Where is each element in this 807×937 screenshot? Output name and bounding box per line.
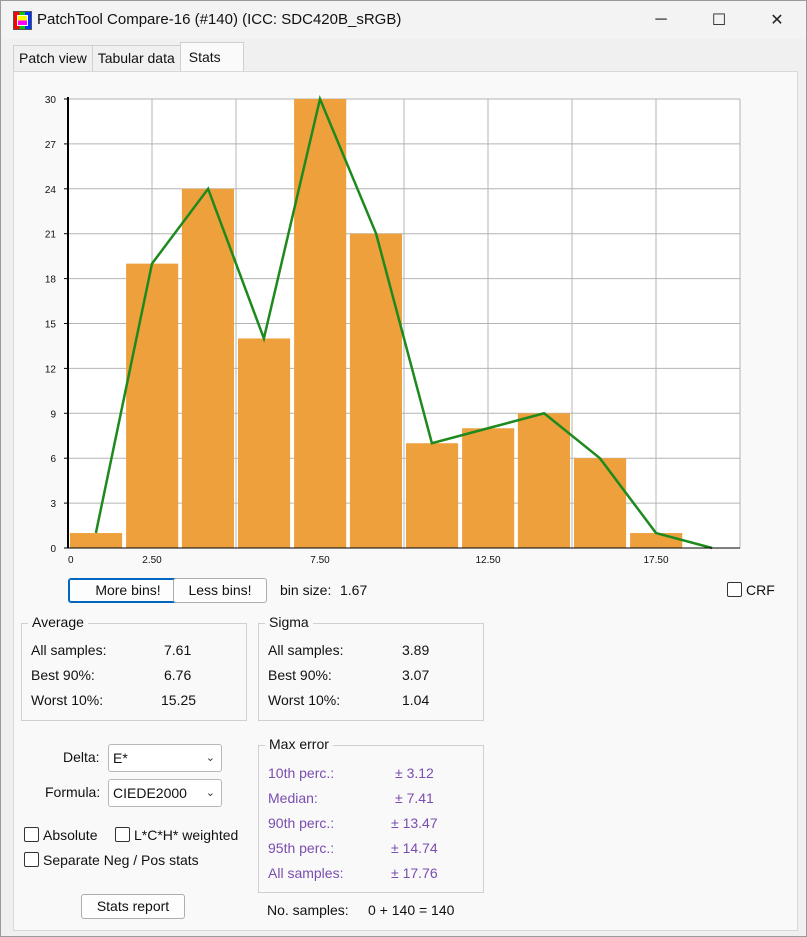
window-title: PatchTool Compare-16 (#140) (ICC: SDC420… (37, 11, 402, 28)
perc90-label: 90th perc.: (268, 815, 335, 831)
stats-report-button[interactable]: Stats report (81, 894, 185, 919)
bin-size-label: bin size: (280, 582, 332, 598)
maximize-button[interactable]: ☐ (711, 12, 727, 29)
average-group: Average All samples: 7.61 Best 90%: 6.76… (21, 614, 247, 721)
x-tick-label: 2.50 (142, 555, 162, 566)
chevron-down-icon: ⌄ (205, 752, 215, 764)
avg-all-label: All samples: (31, 642, 107, 658)
avg-worst-label: Worst 10%: (31, 692, 104, 708)
y-tick-label: 27 (45, 140, 57, 151)
y-tick-label: 21 (45, 230, 57, 241)
max-all-value: ± 17.76 (391, 865, 438, 881)
median-value: ± 7.41 (395, 790, 434, 806)
y-tick-label: 24 (45, 185, 57, 196)
average-title: Average (28, 614, 88, 630)
histogram-bar (462, 428, 515, 548)
sigma-all-label: All samples: (268, 642, 344, 658)
x-tick-label: 12.50 (475, 555, 500, 566)
x-tick-label: 7.50 (310, 555, 330, 566)
samples-label: No. samples: (267, 902, 349, 918)
absolute-checkbox[interactable] (24, 827, 39, 842)
delta-select-value: E* (113, 750, 128, 766)
median-label: Median: (268, 790, 318, 806)
separate-stats-checkbox[interactable] (24, 852, 39, 867)
max-all-label: All samples: (268, 865, 344, 881)
perc95-label: 95th perc.: (268, 840, 335, 856)
histogram-bar (238, 338, 291, 548)
y-tick-label: 3 (50, 499, 56, 510)
lch-weighted-checkbox[interactable] (115, 827, 130, 842)
max-error-title: Max error (265, 736, 333, 752)
histogram-bar (70, 533, 123, 548)
tab-stats[interactable]: Stats (179, 42, 244, 71)
x-tick-label: 0 (68, 555, 74, 566)
chevron-down-icon: ⌄ (205, 787, 215, 799)
perc90-value: ± 13.47 (391, 815, 438, 831)
histogram-bar (181, 188, 234, 549)
less-bins-button[interactable]: Less bins! (173, 578, 267, 603)
title-bar: PatchTool Compare-16 (#140) (ICC: SDC420… (1, 1, 806, 39)
close-button[interactable]: ✕ (770, 12, 784, 29)
avg-worst-value: 15.25 (161, 692, 197, 708)
tab-patch-view[interactable]: Patch view (13, 45, 93, 71)
formula-select[interactable]: CIEDE2000 ⌄ (108, 779, 222, 807)
app-logo-icon (13, 11, 32, 30)
perc95-value: ± 14.74 (391, 840, 438, 856)
histogram-bar (126, 263, 179, 548)
avg-best-label: Best 90%: (31, 667, 95, 683)
separate-stats-label: Separate Neg / Pos stats (43, 852, 199, 868)
y-tick-label: 9 (50, 409, 56, 420)
crf-label: CRF (746, 582, 775, 598)
formula-select-value: CIEDE2000 (113, 785, 187, 801)
histogram-chart: 0 3 6 9 12 15 18 21 24 27 30 0 2.50 7.50 12.50 17.50 (28, 87, 776, 577)
sigma-best-label: Best 90%: (268, 667, 332, 683)
y-tick-label: 0 (50, 544, 56, 555)
histogram-bar (630, 533, 683, 548)
histogram-bar (406, 443, 459, 548)
x-tick-label: 17.50 (643, 555, 668, 566)
perc10-value: ± 3.12 (395, 765, 434, 781)
minimize-button[interactable]: ─ (655, 11, 667, 28)
histogram-bar (574, 458, 627, 548)
sigma-worst-value: 1.04 (402, 692, 430, 708)
sigma-all-value: 3.89 (402, 642, 430, 658)
histogram-bar (349, 233, 402, 548)
y-tick-label: 18 (45, 275, 57, 286)
histogram-bar (517, 413, 570, 548)
stats-panel: 0 3 6 9 12 15 18 21 24 27 30 0 2.50 7.50 12.50 17.50 Mo… (13, 71, 798, 931)
delta-select[interactable]: E* ⌄ (108, 744, 222, 772)
sigma-title: Sigma (265, 614, 313, 630)
max-error-group: Max error 10th perc.: ± 3.12 Median: ± 7… (258, 736, 484, 893)
perc10-label: 10th perc.: (268, 765, 335, 781)
histogram-svg: 0 3 6 9 12 15 18 21 24 27 30 0 2.50 7.50 12.50 17.50 (45, 94, 741, 566)
bin-size-value: 1.67 (340, 582, 368, 598)
y-tick-label: 12 (45, 364, 57, 375)
formula-label: Formula: (45, 784, 101, 800)
histogram-bar (294, 99, 347, 548)
more-bins-button[interactable]: More bins! (68, 578, 188, 603)
frequency-line (94, 94, 713, 550)
delta-label: Delta: (63, 749, 100, 765)
y-tick-label: 6 (50, 454, 56, 465)
tab-tabular-data[interactable]: Tabular data (91, 45, 181, 71)
sigma-group: Sigma All samples: 3.89 Best 90%: 3.07 W… (258, 614, 484, 721)
y-tick-label: 15 (45, 320, 57, 331)
lch-weighted-label: L*C*H* weighted (134, 827, 239, 843)
crf-checkbox[interactable] (727, 582, 742, 597)
absolute-label: Absolute (43, 827, 98, 843)
samples-value: 0 + 140 = 140 (368, 902, 455, 918)
y-tick-label: 30 (45, 95, 57, 106)
sigma-worst-label: Worst 10%: (268, 692, 341, 708)
avg-best-value: 6.76 (164, 667, 192, 683)
avg-all-value: 7.61 (164, 642, 192, 658)
sigma-best-value: 3.07 (402, 667, 430, 683)
tab-bar: Patch view Tabular data Stats (13, 42, 244, 71)
